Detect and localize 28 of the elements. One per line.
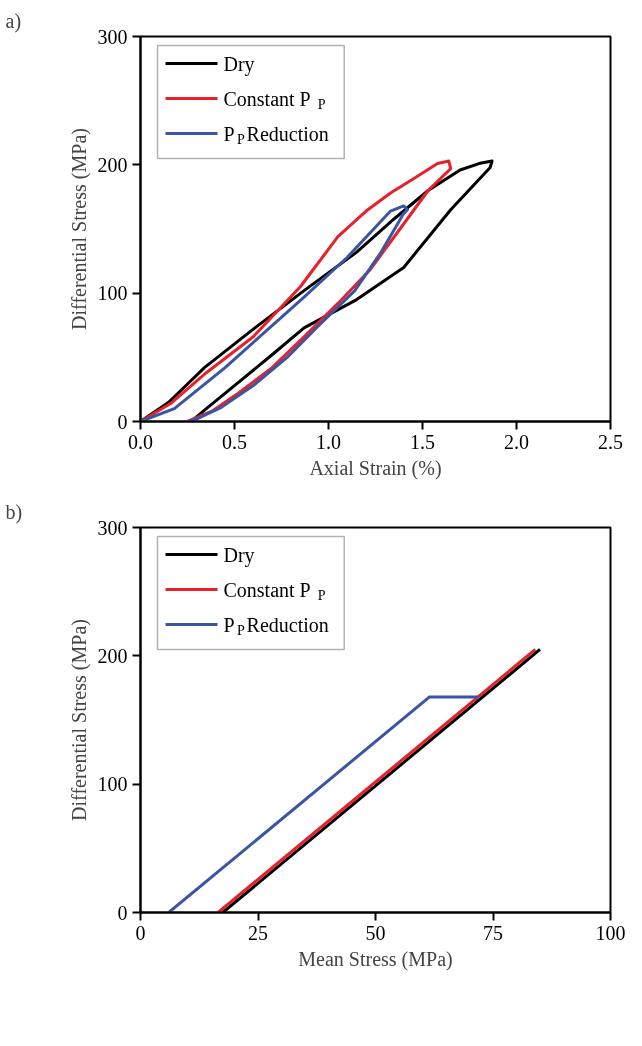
y-tick-label: 300	[97, 516, 128, 539]
x-tick-label: 0.5	[222, 430, 247, 453]
x-tick-label: 25	[248, 921, 268, 944]
x-tick-label: 1.5	[410, 430, 435, 453]
y-tick-label: 0	[117, 901, 128, 924]
x-tick-label: 1.0	[316, 430, 341, 453]
legend-label: Dry	[223, 52, 255, 76]
x-tick-label: 50	[365, 921, 386, 944]
chart-title: b)	[5, 500, 23, 524]
x-tick-label: 0.0	[128, 430, 153, 453]
chart-title: a)	[5, 9, 22, 33]
x-axis-title: Mean Stress (MPa)	[298, 947, 453, 971]
y-axis-title: Differential Stress (MPa)	[67, 128, 91, 330]
x-axis-title: Axial Strain (%)	[309, 456, 442, 480]
y-tick-label: 100	[97, 282, 128, 305]
y-axis-title: Differential Stress (MPa)	[67, 619, 91, 821]
x-tick-label: 2.5	[598, 430, 623, 453]
legend-label: Dry	[223, 543, 255, 567]
x-tick-label: 0	[135, 921, 146, 944]
y-tick-label: 200	[97, 153, 128, 176]
x-tick-label: 75	[483, 921, 503, 944]
y-tick-label: 300	[97, 25, 128, 48]
y-tick-label: 200	[97, 644, 128, 667]
x-tick-label: 2.0	[504, 430, 529, 453]
y-tick-label: 0	[117, 410, 128, 433]
line-series	[140, 204, 409, 422]
x-tick-label: 100	[595, 921, 626, 944]
y-tick-label: 100	[97, 773, 128, 796]
